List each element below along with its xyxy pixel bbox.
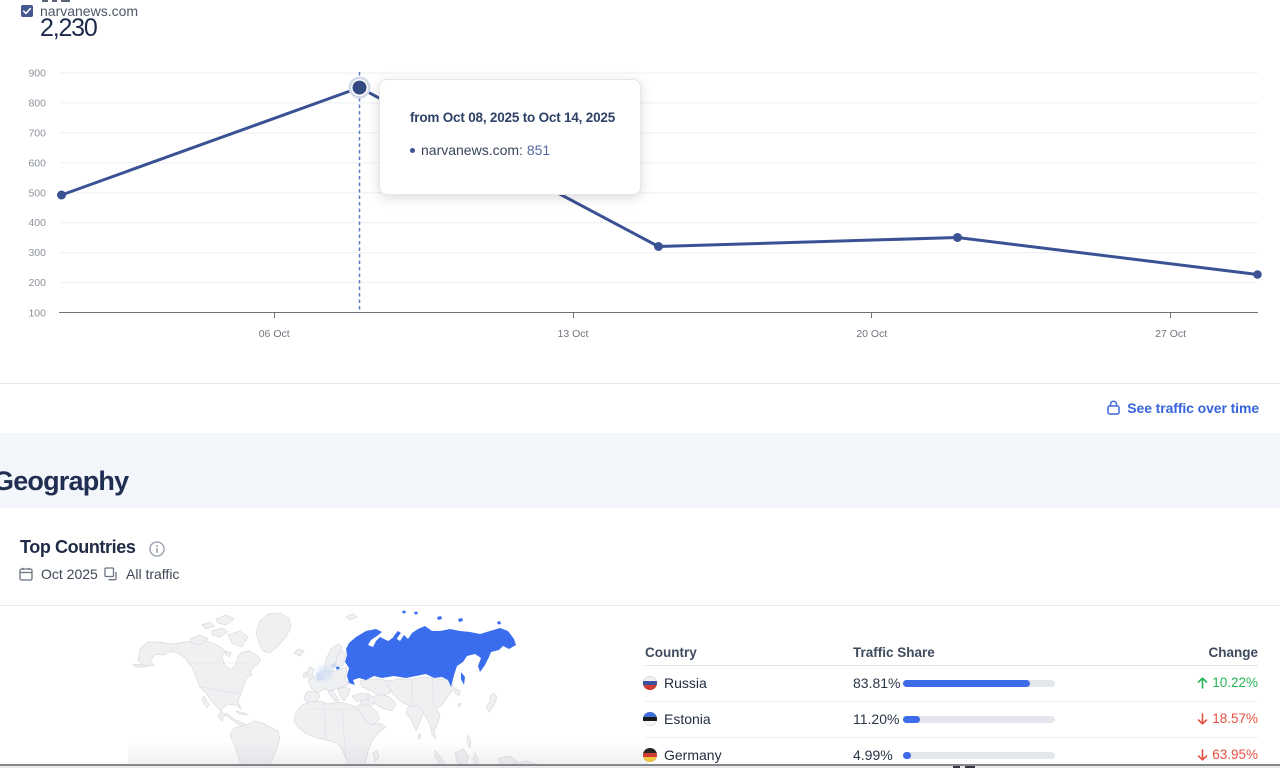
svg-text:300: 300 xyxy=(28,247,46,259)
svg-text:06 Oct: 06 Oct xyxy=(259,328,290,340)
svg-text:100: 100 xyxy=(28,308,46,320)
svg-text:27 Oct: 27 Oct xyxy=(1155,328,1186,340)
svg-text:600: 600 xyxy=(28,157,46,169)
svg-text:500: 500 xyxy=(28,187,46,199)
svg-text:20 Oct: 20 Oct xyxy=(856,328,887,340)
svg-text:200: 200 xyxy=(28,277,46,289)
svg-text:400: 400 xyxy=(28,217,46,229)
svg-text:700: 700 xyxy=(28,127,46,139)
svg-text:900: 900 xyxy=(28,68,46,80)
svg-text:800: 800 xyxy=(28,97,46,109)
svg-text:13 Oct: 13 Oct xyxy=(558,328,589,340)
